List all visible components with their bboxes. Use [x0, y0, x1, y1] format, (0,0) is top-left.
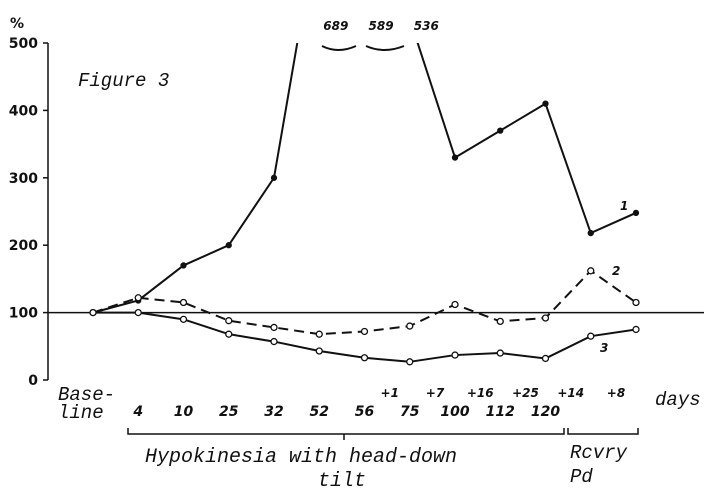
annotation: Figure 3 [78, 70, 169, 92]
y-tick-label: 300 [9, 171, 38, 187]
x-tick-label: +7 [426, 386, 445, 400]
point [496, 317, 504, 326]
point [451, 351, 459, 359]
x-tick-label: 25 [219, 404, 239, 420]
point [360, 354, 369, 362]
y-tick-label: 500 [9, 36, 38, 52]
point [541, 354, 550, 363]
point [587, 229, 594, 237]
x-tick-label: 10 [174, 404, 194, 420]
point [225, 330, 233, 338]
x-tick-label: 75 [400, 404, 420, 420]
series-label: 1 [620, 199, 628, 213]
y-tick-label: 100 [9, 306, 38, 322]
bracket [567, 428, 639, 435]
x-tick-label: 120 [531, 404, 560, 420]
point [632, 325, 640, 334]
y-tick-label: 200 [9, 238, 38, 254]
point [406, 322, 414, 330]
x-tick-label: +8 [607, 386, 625, 400]
point [451, 300, 459, 309]
y-axis-label: % [10, 16, 24, 32]
series-label: 2 [612, 264, 620, 278]
x-tick-label: +14 [557, 386, 584, 400]
period-label: tilt [318, 470, 366, 493]
x-unit: days [655, 389, 701, 411]
point [134, 308, 142, 317]
point [632, 298, 640, 307]
series-label: 3 [600, 341, 608, 355]
point [180, 262, 187, 269]
plot-area [89, 16, 640, 366]
x-tick-label: 52 [310, 404, 329, 420]
point [587, 267, 595, 275]
point [270, 337, 278, 346]
axis-break [321, 45, 405, 51]
point [406, 358, 414, 366]
point [134, 294, 142, 302]
value-label: 589 [369, 19, 394, 33]
x-tick-label: 32 [264, 404, 283, 420]
point [496, 349, 504, 357]
point [542, 100, 549, 107]
point [179, 315, 188, 323]
point [497, 127, 504, 134]
x-tick-label: +25 [512, 386, 539, 400]
value-label: 689 [323, 19, 348, 33]
point [270, 174, 278, 181]
x-tick-label: 100 [440, 404, 469, 420]
point [315, 347, 323, 355]
bracket [127, 428, 565, 440]
point [632, 209, 640, 216]
point [315, 330, 323, 338]
point [225, 242, 232, 249]
x-tick-label: +16 [467, 386, 494, 400]
x-tick-label: +1 [381, 386, 399, 400]
x-tick-label: 112 [486, 404, 515, 420]
y-tick-label: 400 [9, 103, 38, 119]
period-label: Hypokinesia with head-down [145, 446, 457, 469]
point [407, 16, 412, 21]
point [451, 154, 459, 161]
point [270, 323, 278, 332]
value-label: 536 [414, 19, 439, 33]
series-line [92, 43, 637, 314]
period-label: Pd [570, 466, 593, 488]
point [587, 332, 595, 340]
point [225, 317, 233, 325]
point [360, 327, 369, 336]
x-tick-label: 56 [355, 404, 375, 420]
series-line [92, 269, 637, 336]
period-label: Rcvry [570, 442, 628, 464]
point [89, 308, 97, 317]
point [541, 314, 550, 322]
y-tick-label: 0 [28, 373, 38, 389]
point [179, 298, 188, 307]
baseline-label: Base- [58, 384, 115, 406]
baseline-label: line [58, 402, 104, 424]
x-tick-label: 4 [132, 404, 143, 420]
